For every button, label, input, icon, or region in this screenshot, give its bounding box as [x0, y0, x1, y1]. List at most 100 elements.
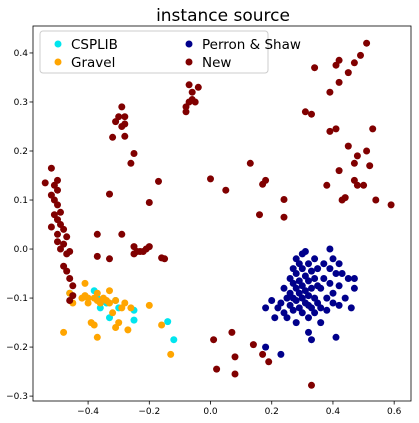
y-tick-label: 0.2 — [14, 147, 28, 157]
point-new-29 — [106, 190, 113, 198]
point-new-68 — [246, 159, 254, 167]
point-perron-shaw-61 — [326, 265, 334, 273]
point-new-66 — [231, 353, 239, 361]
y-tick-label: 0.4 — [14, 49, 29, 59]
point-gravel-27 — [145, 301, 153, 309]
point-new-93 — [353, 181, 361, 189]
point-new-82 — [332, 125, 340, 133]
point-perron-shaw-65 — [329, 299, 337, 307]
point-new-91 — [350, 159, 358, 167]
point-perron-shaw-50 — [314, 265, 322, 273]
point-new-98 — [363, 39, 371, 47]
point-perron-shaw-28 — [298, 265, 306, 273]
point-new-88 — [344, 142, 352, 150]
x-tick-label: −0.2 — [138, 407, 160, 417]
y-tick-label: 0.1 — [14, 196, 28, 206]
point-gravel-18 — [106, 299, 113, 307]
point-perron-shaw-31 — [298, 309, 306, 317]
point-perron-shaw-60 — [326, 245, 334, 253]
point-new-65 — [228, 328, 236, 336]
point-new-57 — [188, 88, 196, 96]
point-gravel-11 — [93, 289, 101, 297]
point-new-99 — [366, 162, 374, 170]
point-new-60 — [194, 83, 202, 91]
point-gravel-24 — [121, 299, 129, 307]
point-new-38 — [109, 133, 117, 141]
point-perron-shaw-49 — [311, 309, 319, 317]
point-gravel-19 — [109, 309, 117, 317]
point-perron-shaw-22 — [292, 319, 300, 327]
point-new-22 — [63, 267, 71, 275]
point-new-33 — [118, 103, 126, 111]
x-tick-label: −0.4 — [77, 407, 99, 417]
point-new-70 — [256, 211, 263, 219]
point-new-87 — [341, 194, 349, 202]
legend-label-perron-shaw: Perron & Shaw — [202, 37, 301, 53]
point-new-102 — [387, 201, 395, 209]
point-new-75 — [280, 196, 288, 203]
point-csplib-11 — [170, 336, 178, 344]
point-gravel-22 — [115, 319, 123, 327]
point-gravel-9 — [90, 321, 98, 329]
point-new-5 — [54, 186, 61, 194]
point-gravel-17 — [106, 287, 113, 295]
point-perron-shaw-56 — [320, 260, 328, 268]
point-new-67 — [231, 370, 239, 378]
point-new-62 — [210, 336, 218, 344]
plot-frame — [32, 25, 412, 402]
point-csplib-9 — [130, 316, 138, 324]
point-new-7 — [54, 201, 61, 209]
y-tick-label: 0.3 — [14, 98, 28, 108]
point-perron-shaw-5 — [277, 299, 285, 307]
point-gravel-26 — [127, 304, 135, 312]
point-new-95 — [357, 51, 364, 59]
point-perron-shaw-73 — [344, 275, 352, 282]
point-new-30 — [106, 255, 113, 263]
point-new-26 — [66, 297, 74, 304]
y-tick-label: −0.2 — [6, 343, 28, 353]
point-new-37 — [121, 132, 129, 140]
point-new-18 — [57, 245, 64, 253]
point-perron-shaw-6 — [277, 350, 285, 358]
point-new-89 — [344, 69, 352, 77]
legend-label-csplib: CSPLIB — [71, 37, 118, 53]
point-new-48 — [145, 199, 153, 206]
point-perron-shaw-21 — [292, 297, 300, 304]
y-tick-label: −0.3 — [6, 392, 28, 402]
chart-title: instance source — [156, 6, 290, 26]
point-new-15 — [63, 233, 71, 241]
point-new-79 — [311, 64, 319, 72]
plot-area — [33, 26, 411, 401]
legend: CSPLIB Perron & Shaw Gravel New — [39, 30, 301, 74]
point-csplib-10 — [164, 318, 172, 326]
point-new-50 — [155, 177, 162, 185]
legend-marker-perron-shaw — [185, 40, 193, 48]
point-perron-shaw-3 — [271, 314, 279, 322]
point-perron-shaw-53 — [317, 284, 325, 292]
x-tick-label: 0.4 — [326, 407, 341, 417]
point-new-72 — [259, 350, 267, 358]
point-perron-shaw-72 — [341, 294, 349, 302]
point-perron-shaw-40 — [305, 314, 312, 322]
point-new-12 — [57, 208, 64, 216]
point-perron-shaw-47 — [311, 275, 319, 282]
point-perron-shaw-37 — [305, 277, 312, 285]
legend-label-new: New — [202, 55, 231, 71]
point-perron-shaw-17 — [289, 306, 297, 314]
x-tick-label: 0.6 — [387, 407, 402, 417]
point-gravel-20 — [112, 297, 120, 304]
point-perron-shaw-46 — [311, 255, 319, 263]
legend-box — [39, 30, 269, 74]
point-new-103 — [308, 381, 315, 389]
point-perron-shaw-67 — [332, 333, 340, 341]
point-new-77 — [301, 108, 309, 116]
point-new-14 — [60, 225, 68, 233]
point-new-49 — [145, 243, 153, 251]
point-perron-shaw-10 — [283, 314, 291, 322]
point-new-101 — [372, 196, 380, 204]
point-new-17 — [54, 238, 61, 246]
point-new-41 — [130, 150, 138, 157]
point-perron-shaw-58 — [323, 294, 331, 302]
point-new-36 — [121, 113, 129, 121]
point-gravel-6 — [84, 294, 92, 302]
